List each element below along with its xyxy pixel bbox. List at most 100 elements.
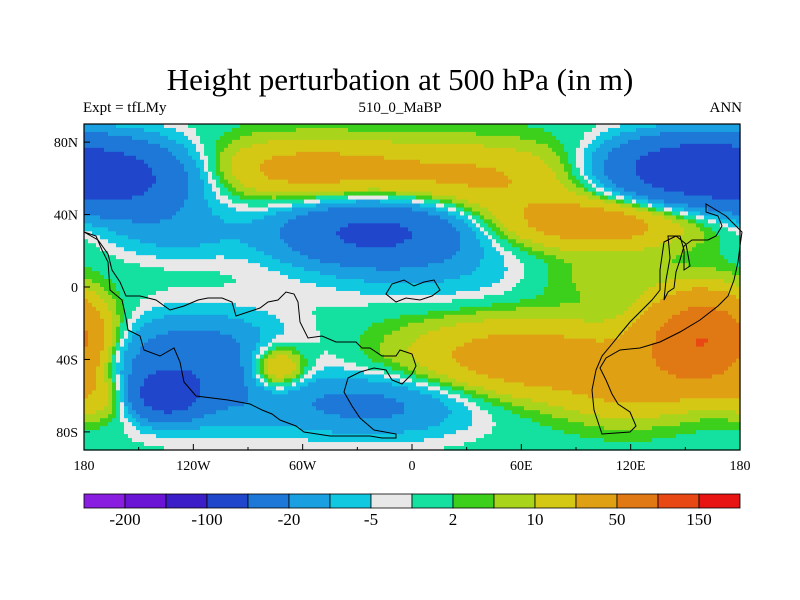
field-cell xyxy=(696,163,701,169)
field-cell xyxy=(296,183,301,189)
field-cell xyxy=(88,167,93,173)
field-cell xyxy=(280,147,285,153)
field-cell xyxy=(656,143,661,149)
field-cell xyxy=(288,171,293,177)
field-cell xyxy=(296,187,301,193)
field-cell xyxy=(636,183,641,189)
field-cell xyxy=(164,231,169,236)
field-cell xyxy=(608,127,613,133)
field-cell xyxy=(316,199,321,205)
field-cell xyxy=(640,139,645,145)
field-cell xyxy=(460,155,465,161)
field-cell xyxy=(340,227,345,232)
field-cell xyxy=(548,215,553,221)
field-cell xyxy=(160,215,165,221)
field-cell xyxy=(596,151,601,157)
field-cell xyxy=(200,219,205,224)
field-cell xyxy=(460,191,465,197)
field-cell xyxy=(564,151,569,157)
field-cell xyxy=(484,219,489,224)
field-cell xyxy=(404,155,409,161)
field-cell xyxy=(532,135,537,141)
field-cell xyxy=(232,135,237,141)
field-cell xyxy=(232,171,237,177)
field-cell xyxy=(632,163,637,169)
field-cell xyxy=(512,171,517,177)
field-cell xyxy=(284,143,289,149)
field-cell xyxy=(260,191,265,197)
field-cell xyxy=(604,175,609,181)
field-cell xyxy=(92,215,97,221)
field-cell xyxy=(380,219,385,224)
field-cell xyxy=(440,163,445,169)
field-cell xyxy=(392,179,397,185)
field-cell xyxy=(424,235,429,240)
field-cell xyxy=(628,167,633,173)
field-cell xyxy=(136,124,141,129)
field-cell xyxy=(444,219,449,224)
field-cell xyxy=(692,124,697,129)
field-cell xyxy=(248,143,253,149)
field-cell xyxy=(128,127,133,133)
field-cell xyxy=(496,231,501,236)
field-cell xyxy=(116,187,121,193)
field-cell xyxy=(312,183,317,189)
field-cell xyxy=(432,199,437,205)
field-cell xyxy=(708,151,713,157)
field-cell xyxy=(224,187,229,193)
field-cell xyxy=(396,159,401,165)
field-cell xyxy=(196,219,201,224)
field-cell xyxy=(560,191,565,197)
field-cell xyxy=(484,143,489,149)
field-cell xyxy=(140,231,145,236)
field-cell xyxy=(404,203,409,209)
field-cell xyxy=(520,203,525,209)
field-cell xyxy=(384,239,389,244)
field-cell xyxy=(236,243,241,248)
field-cell xyxy=(132,155,137,161)
field-cell xyxy=(292,239,297,244)
field-cell xyxy=(616,187,621,193)
field-cell xyxy=(676,127,681,133)
field-cell xyxy=(704,159,709,165)
field-cell xyxy=(356,235,361,240)
field-cell xyxy=(672,179,677,185)
field-cell xyxy=(148,155,153,161)
field-cell xyxy=(232,131,237,137)
field-cell xyxy=(260,195,265,201)
field-cell xyxy=(100,163,105,169)
field-cell xyxy=(636,187,641,193)
field-cell xyxy=(628,199,633,205)
field-cell xyxy=(492,223,497,228)
field-cell xyxy=(308,131,313,137)
field-cell xyxy=(420,175,425,181)
field-cell xyxy=(460,147,465,153)
field-cell xyxy=(564,183,569,189)
field-cell xyxy=(184,179,189,185)
field-cell xyxy=(96,207,101,213)
field-cell xyxy=(348,131,353,137)
field-cell xyxy=(520,191,525,197)
field-cell xyxy=(92,155,97,161)
field-cell xyxy=(724,211,729,217)
field-cell xyxy=(572,231,577,236)
field-cell xyxy=(416,127,421,133)
field-cell xyxy=(204,167,209,173)
field-cell xyxy=(300,167,305,173)
field-cell xyxy=(608,187,613,193)
field-cell xyxy=(504,227,509,232)
field-cell xyxy=(176,211,181,217)
field-cell xyxy=(448,215,453,221)
field-cell xyxy=(676,215,681,221)
field-cell xyxy=(92,131,97,137)
field-cell xyxy=(564,139,569,145)
field-cell xyxy=(496,151,501,157)
field-cell xyxy=(412,139,417,145)
field-cell xyxy=(452,207,457,213)
field-cell xyxy=(164,239,169,244)
field-cell xyxy=(584,199,589,205)
field-cell xyxy=(328,187,333,193)
field-cell xyxy=(116,243,121,248)
field-cell xyxy=(408,131,413,137)
field-cell xyxy=(492,215,497,221)
